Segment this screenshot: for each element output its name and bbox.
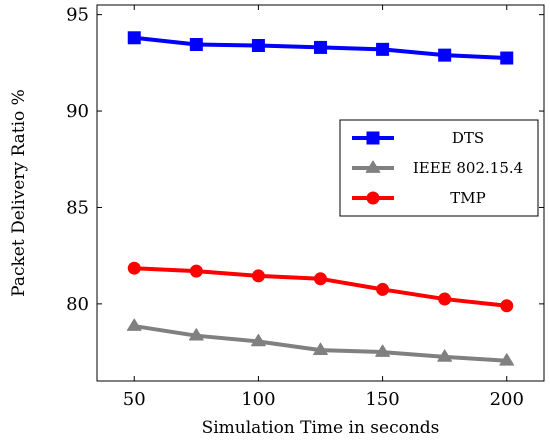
plot-layer: [126, 31, 515, 366]
data-point-ieee-802-15-4-100: [251, 333, 266, 347]
y-tick-label-85: 85: [66, 197, 89, 218]
legend-label-dts: DTS: [452, 129, 484, 147]
data-point-tmp-150: [376, 282, 390, 296]
y-tick-label-95: 95: [66, 5, 89, 26]
legend-marker-ieee-802-15-4: [365, 160, 381, 173]
data-point-tmp-100: [251, 269, 265, 283]
data-point-ieee-802-15-4-75: [188, 328, 204, 341]
x-axis-label: Simulation Time in seconds: [202, 418, 440, 438]
data-point-tmp-175: [438, 292, 452, 306]
x-tick-label-100: 100: [241, 389, 275, 410]
series-dts: [127, 31, 514, 65]
plot-frame: [96, 4, 545, 382]
data-point-tmp-75: [189, 264, 203, 278]
x-tick-label-50: 50: [123, 389, 146, 410]
legend: DTS IEEE 802.15.4 TMP: [339, 119, 539, 217]
series-ieee-802-15-4: [126, 318, 515, 366]
data-point-ieee-802-15-4-175: [437, 349, 453, 362]
series-tmp: [127, 261, 514, 313]
y-tick-label-90: 90: [66, 101, 89, 122]
ticks-layer: 50 100 150 200 80 85 90 95: [66, 5, 544, 410]
legend-label-tmp: TMP: [450, 189, 485, 207]
legend-marker-dts: [366, 131, 380, 145]
data-point-ieee-802-15-4-50: [126, 318, 142, 331]
x-tick-label-150: 150: [365, 389, 399, 410]
data-point-tmp-50: [127, 261, 141, 275]
y-axis-label: Packet Delivery Ratio %: [9, 89, 29, 297]
legend-marker-tmp: [366, 191, 380, 205]
data-point-tmp-200: [500, 299, 514, 313]
data-point-dts-125: [314, 40, 327, 54]
legend-label-ieee-802-15-4: IEEE 802.15.4: [413, 159, 523, 177]
data-point-ieee-802-15-4-150: [375, 344, 390, 357]
data-point-dts-50: [127, 31, 141, 45]
x-tick-label-200: 200: [490, 389, 524, 410]
data-point-dts-75: [189, 38, 203, 52]
data-point-dts-200: [500, 51, 514, 65]
data-point-dts-175: [438, 48, 452, 62]
y-tick-label-80: 80: [66, 294, 89, 315]
data-point-ieee-802-15-4-125: [313, 342, 328, 355]
data-point-dts-100: [251, 38, 265, 52]
data-point-tmp-125: [314, 272, 327, 286]
data-point-dts-150: [376, 42, 390, 56]
data-point-ieee-802-15-4-200: [499, 353, 515, 366]
